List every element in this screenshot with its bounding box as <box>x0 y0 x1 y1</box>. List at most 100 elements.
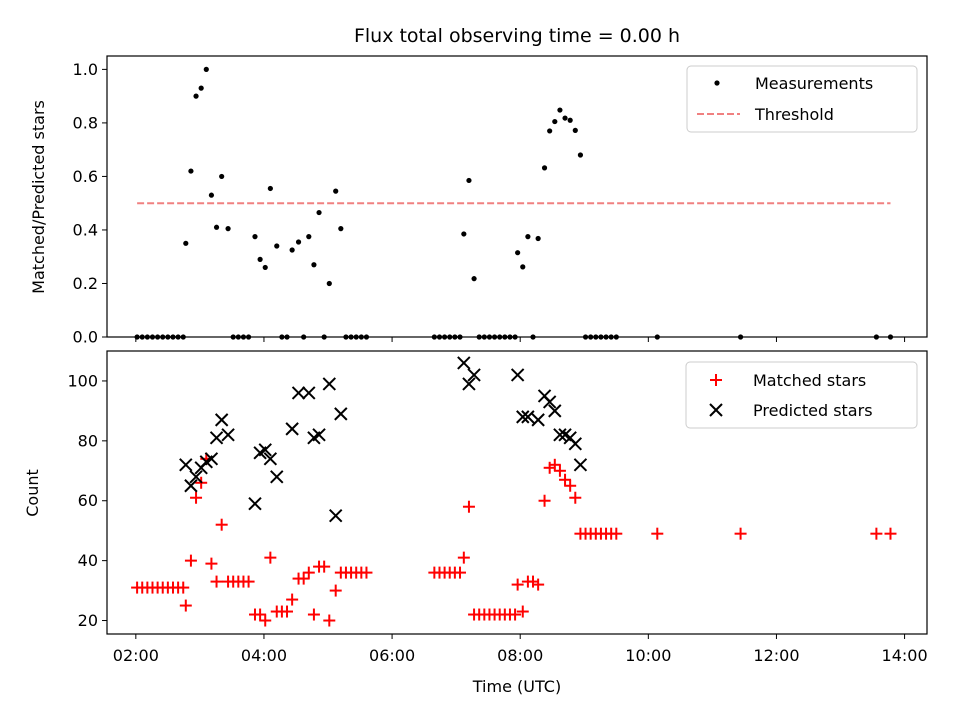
measurement-point <box>193 93 199 99</box>
measurement-point <box>183 240 189 246</box>
bottom-y-tick-label: 80 <box>78 431 98 450</box>
measurement-point <box>471 276 477 282</box>
top-y-tick-label: 1.0 <box>73 60 98 79</box>
top-y-ticks: 0.0 0.2 0.4 0.6 0.8 1.0 <box>73 60 107 347</box>
predicted-star-point <box>214 413 229 427</box>
predicted-star-point <box>179 458 193 472</box>
predicted-star-point <box>248 497 262 511</box>
matched-star-point <box>286 593 299 606</box>
matched-star-point <box>318 560 331 573</box>
predicted-star-point <box>521 410 535 424</box>
matched-star-point <box>329 584 342 597</box>
matched-star-point <box>179 599 192 612</box>
measurement-point <box>541 165 548 171</box>
matched-star-point <box>516 605 529 618</box>
matched-star-point <box>360 566 373 579</box>
matched-star-point <box>184 554 197 567</box>
measurement-point <box>274 243 280 249</box>
matched-star-point <box>302 566 315 579</box>
predicted-star-point <box>258 443 272 457</box>
top-panel: 0.0 0.2 0.4 0.6 0.8 1.0 Matched/Predicted sta… <box>29 55 928 347</box>
matched-star-point <box>215 518 228 531</box>
top-y-tick-label: 0.4 <box>73 220 98 239</box>
measurement-point <box>461 231 467 237</box>
top-panel-title: Flux total observing time = 0.00 h <box>354 25 680 47</box>
measurement-point <box>262 264 268 271</box>
measurement-point <box>515 250 521 256</box>
predicted-star-point <box>573 458 588 472</box>
bottom-plot-area <box>131 356 897 627</box>
predicted-star-point <box>516 410 530 424</box>
measurement-point <box>326 280 332 287</box>
matched-star-point <box>543 461 556 474</box>
top-y-tick-label: 0.2 <box>73 274 98 293</box>
matched-star-point <box>734 527 747 540</box>
bottom-y-tick-label: 40 <box>78 551 98 570</box>
measurement-point <box>188 168 194 174</box>
predicted-star-point <box>328 509 343 523</box>
measurement-point <box>572 127 578 133</box>
legend-predicted-marker <box>709 403 723 417</box>
predicted-star-point <box>568 437 583 451</box>
predicted-star-point <box>291 386 306 400</box>
measurement-point <box>567 117 573 123</box>
matched-star-point <box>870 527 883 540</box>
measurement-point <box>562 115 568 121</box>
matched-star-point <box>884 527 897 540</box>
matched-star-point <box>190 491 203 504</box>
predicted-star-point <box>302 386 316 400</box>
matched-star-point <box>538 494 551 507</box>
matched-star-point <box>210 575 223 588</box>
matched-star-point <box>610 527 623 540</box>
predicted-star-point <box>312 428 326 442</box>
top-y-tick-label: 0.8 <box>73 113 98 132</box>
measurement-point <box>311 262 317 268</box>
measurement-point <box>295 239 302 245</box>
predicted-star-point <box>189 470 203 484</box>
predicted-star-point <box>542 395 557 409</box>
top-y-axis-label: Matched/Predicted stars <box>29 100 48 294</box>
predicted-star-point <box>270 470 284 484</box>
matched-star-point <box>205 557 218 570</box>
bottom-legend: Matched stars Predicted stars <box>685 361 918 429</box>
x-axis-label: Time (UTC) <box>472 677 561 696</box>
matched-star-point <box>532 578 545 591</box>
measurement-point <box>552 118 558 125</box>
predicted-star-point <box>510 368 525 382</box>
top-x-ticks <box>135 337 906 342</box>
x-tick-label: 06:00 <box>369 646 415 665</box>
bottom-y-tick-label: 20 <box>78 611 98 630</box>
measurement-point <box>213 224 220 230</box>
bottom-y-tick-label: 100 <box>67 371 98 390</box>
matched-star-point <box>559 473 572 486</box>
matched-star-point <box>242 575 255 588</box>
measurement-point <box>525 234 531 240</box>
measurement-point <box>466 177 472 184</box>
x-tick-label: 12:00 <box>753 646 799 665</box>
measurement-point <box>520 264 526 270</box>
matched-star-point <box>564 479 577 492</box>
top-panel-frame <box>106 55 928 338</box>
measurement-point <box>547 128 553 134</box>
measurement-point <box>557 107 563 113</box>
predicted-star-point <box>553 428 567 442</box>
matched-star-point <box>307 608 320 621</box>
matched-star-point <box>323 614 336 627</box>
matched-star-point <box>462 500 475 513</box>
legend-measurements-label: Measurements <box>755 74 873 93</box>
predicted-star-point <box>462 377 476 391</box>
predicted-star-point <box>531 413 545 427</box>
x-tick-label: 02:00 <box>113 646 159 665</box>
measurement-point <box>577 152 584 158</box>
top-legend: Measurements Threshold <box>686 65 918 133</box>
predicted-star-point <box>209 431 224 445</box>
x-tick-label: 14:00 <box>882 646 928 665</box>
matched-star-point <box>511 578 524 591</box>
legend-threshold-label: Threshold <box>754 105 834 124</box>
measurement-point <box>306 234 312 240</box>
predicted-star-point <box>334 407 348 421</box>
matched-star-point <box>527 575 540 588</box>
bottom-y-ticks: 20 40 60 80 100 <box>67 371 107 630</box>
measurement-point <box>252 234 258 240</box>
x-tick-label: 10:00 <box>625 646 671 665</box>
